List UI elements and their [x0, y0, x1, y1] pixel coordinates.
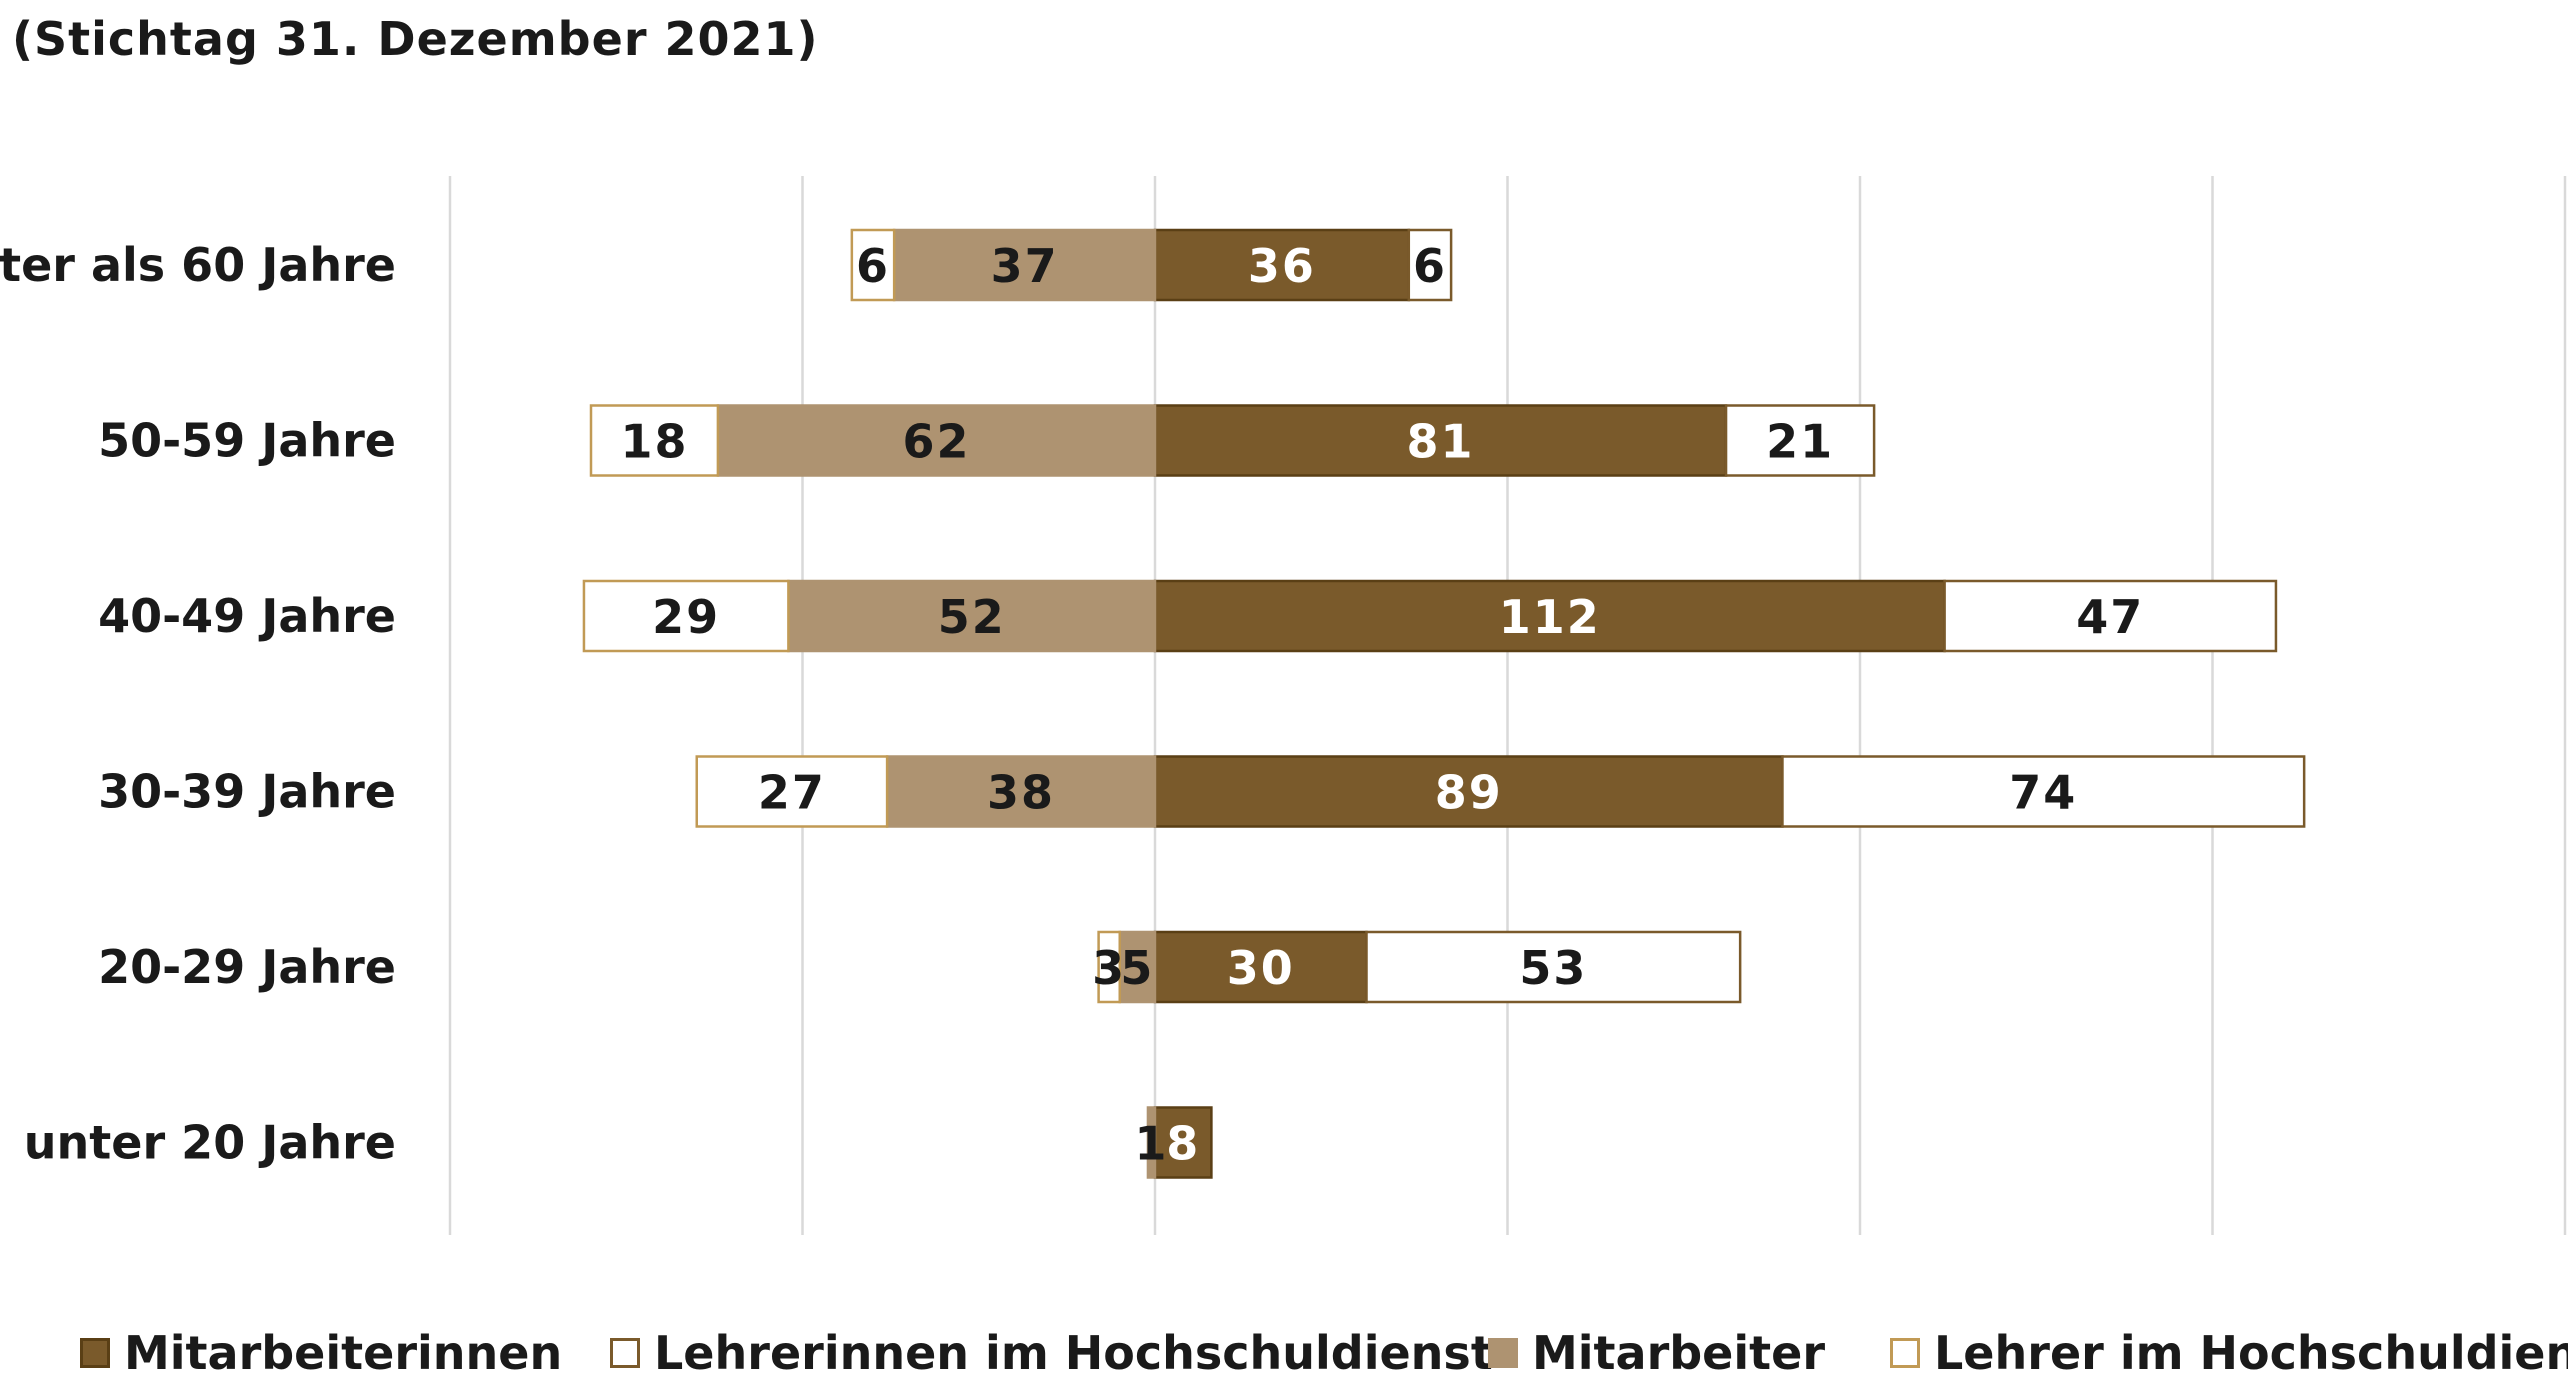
data-label: 21 — [1766, 415, 1834, 469]
category-label: 40-49 Jahre — [98, 589, 396, 643]
data-label: 5 — [1120, 941, 1154, 995]
bar-mitarbeiterinnen — [1153, 1106, 1213, 1179]
data-label: 38 — [987, 766, 1055, 820]
data-label: 30 — [1227, 941, 1295, 995]
category-label: 30-39 Jahre — [98, 765, 396, 819]
legend-item: Lehrer im Hochschuldienst — [1890, 1318, 2568, 1388]
bar-mitarbeiterinnen — [1153, 755, 1784, 828]
data-label: 89 — [1435, 766, 1503, 820]
bar-lehrerinnen-im-hochschuldienst — [1724, 404, 1876, 477]
bar-lehrerinnen-im-hochschuldienst — [1365, 930, 1742, 1004]
legend-swatch — [80, 1338, 110, 1368]
data-label: 52 — [938, 590, 1006, 644]
data-label: 74 — [2009, 766, 2077, 820]
legend-label: Mitarbeiterinnen — [124, 1326, 563, 1380]
data-label: 8 — [1166, 1117, 1200, 1171]
bar-mitarbeiterinnen — [1153, 579, 1946, 653]
data-label: 27 — [758, 766, 826, 820]
data-label: 6 — [856, 239, 890, 293]
bar-mitarbeiter — [885, 755, 1157, 828]
data-label: 47 — [2076, 590, 2144, 644]
bar-mitarbeiter — [716, 404, 1157, 477]
data-label: 53 — [1519, 941, 1587, 995]
category-label: 50-59 Jahre — [98, 414, 396, 468]
chart-subtitle: (Stichtag 31. Dezember 2021) — [12, 12, 819, 66]
category-label: 20-29 Jahre — [98, 940, 396, 994]
bar-mitarbeiter — [787, 579, 1157, 653]
data-label: 37 — [991, 239, 1059, 293]
data-label: 1 — [1134, 1117, 1168, 1171]
data-label: 36 — [1248, 239, 1316, 293]
data-label: 18 — [620, 415, 688, 469]
bar-lehrerinnen-im-hochschuldienst — [1407, 228, 1453, 302]
legend-item: Lehrerinnen im Hochschuldienst — [610, 1318, 1493, 1388]
legend-swatch — [1488, 1338, 1518, 1368]
legend-swatch — [1890, 1338, 1920, 1368]
data-label: 6 — [1413, 239, 1447, 293]
legend-label: Lehrer im Hochschuldienst — [1934, 1326, 2568, 1380]
bar-lehrer-im-hochschuldienst — [695, 755, 889, 828]
data-label: 3 — [1092, 941, 1126, 995]
data-label: 62 — [902, 415, 970, 469]
legend-item: Mitarbeiterinnen — [80, 1318, 562, 1388]
bar-lehrer-im-hochschuldienst — [582, 579, 790, 653]
legend-label: Lehrerinnen im Hochschuldienst — [654, 1326, 1493, 1380]
data-label: 29 — [652, 590, 720, 644]
category-label: älter als 60 Jahre — [0, 238, 396, 292]
bar-lehrer-im-hochschuldienst — [850, 228, 896, 302]
legend-label: Mitarbeiter — [1532, 1326, 1826, 1380]
bar-lehrer-im-hochschuldienst — [1097, 930, 1121, 1004]
bar-lehrerinnen-im-hochschuldienst — [1943, 579, 2278, 653]
bar-mitarbeiter — [1146, 1106, 1157, 1179]
bar-lehrer-im-hochschuldienst — [589, 404, 720, 477]
category-label: unter 20 Jahre — [24, 1116, 396, 1170]
data-label: 112 — [1499, 590, 1601, 644]
category-labels: älter als 60 Jahre 50-59 Jahre 40-49 Jahre… — [0, 238, 396, 1170]
diverging-bar-chart: älter als 60 Jahre 50-59 Jahre 40-49 Jahre… — [0, 176, 2567, 1235]
bars — [582, 228, 2306, 1179]
legend: Mitarbeiterinnen Lehrerinnen im Hochschul… — [0, 1318, 2568, 1388]
bar-lehrerinnen-im-hochschuldienst — [1781, 755, 2306, 828]
bar-mitarbeiterinnen — [1153, 930, 1368, 1004]
data-label: 81 — [1407, 415, 1475, 469]
bar-mitarbeiter — [1118, 930, 1157, 1004]
legend-item: Mitarbeiter — [1488, 1318, 1825, 1388]
gridlines — [448, 176, 2567, 1235]
legend-swatch — [610, 1338, 640, 1368]
